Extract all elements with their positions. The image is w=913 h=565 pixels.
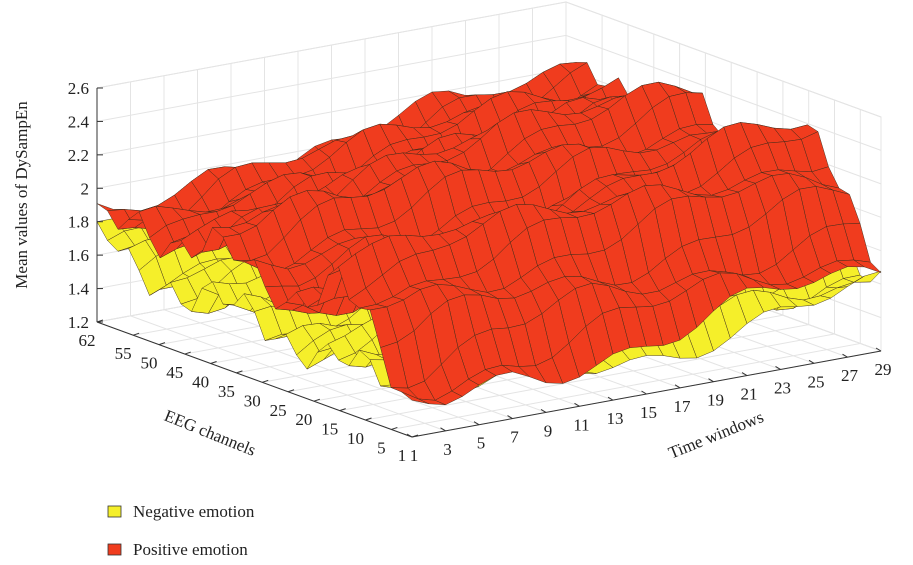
time-tick-label: 27 [841,366,859,385]
legend-label-negative: Negative emotion [133,502,255,521]
time-tick-label: 29 [875,360,892,379]
time-tick-label: 1 [410,446,419,465]
z-tick-label: 2.4 [68,112,90,131]
time-tick-mark [808,359,815,364]
time-tick-label: 7 [510,428,519,447]
time-tick-mark [440,427,446,432]
legend: Negative emotion Positive emotion [107,502,255,559]
channel-tick-label: 15 [321,420,338,439]
channel-tick-mark [339,408,346,412]
time-tick-mark [674,384,681,389]
z-tick-label: 1.4 [68,280,90,299]
time-tick-mark [641,390,647,395]
time-tick-mark [875,347,882,352]
surface-cell [401,391,429,405]
time-tick-label: 5 [477,434,486,453]
time-tick-mark [775,365,781,370]
channel-tick-mark [287,389,295,393]
time-tick-mark [741,372,748,377]
legend-swatch-negative [107,505,122,518]
time-tick-label: 21 [741,385,758,404]
channel-tick-label: 55 [115,344,132,363]
legend-label-positive: Positive emotion [133,540,248,559]
time-tick-label: 15 [640,403,657,422]
channel-tick-mark [184,351,191,355]
time-tick-label: 17 [674,397,692,416]
channel-tick-label: 40 [192,372,209,391]
time-tick-mark [708,378,714,383]
surface-plots [96,62,882,406]
channel-tick-mark [210,361,217,364]
time-tick-mark [507,415,513,420]
channel-tick-label: 20 [295,410,312,429]
channel-tick-label: 35 [218,382,235,401]
time-tick-mark [842,353,848,358]
y-axis-title: EEG channels [162,406,259,460]
z-tick-label: 2.2 [68,146,89,165]
channel-tick-mark [262,379,269,383]
channel-tick-mark [365,417,372,421]
time-tick-mark [540,408,547,413]
z-tick-label: 2.6 [68,79,89,98]
time-tick-label: 9 [544,421,553,440]
channel-tick-label: 50 [140,354,157,373]
channel-tick-mark [313,398,321,402]
channel-tick-mark [391,426,398,430]
channel-tick-label: 62 [79,331,96,350]
channel-tick-label: 5 [377,438,386,457]
channel-gridline-1 [391,109,861,430]
channel-tick-label: 10 [347,429,364,448]
channel-axis-line [96,321,413,438]
channel-tick-label: 25 [270,401,287,420]
time-tick-mark [406,433,413,438]
tick-labels: 1.21.41.61.822.22.42.61 3 5 7 9 11 13 15 17 19 21 2… [68,79,892,465]
axes-front-edges [96,87,882,438]
channel-tick-label: 30 [244,391,261,410]
time-tick-label: 23 [774,378,791,397]
z-tick-label: 2 [81,179,90,198]
time-tick-mark [607,396,614,401]
z-axis-title: Mean values of DySampEn [12,101,31,289]
channel-tick-label: 1 [398,446,407,465]
time-tick-mark [473,421,480,426]
time-tick-label: 11 [573,415,589,434]
z-tick-label: 1.2 [68,313,89,332]
channel-tick-mark [411,434,419,438]
channel-gridline-2 [365,100,835,421]
channel-tick-mark [158,342,166,346]
legend-swatch-positive [107,543,122,556]
time-tick-label: 13 [607,409,624,428]
channel-tick-mark [132,332,140,336]
z-tick-label: 1.6 [68,246,89,265]
channel-tick-label: 45 [166,363,183,382]
channel-tick-mark [96,319,104,323]
z-tick-label: 1.8 [68,213,89,232]
time-tick-label: 3 [443,440,452,459]
time-tick-label: 25 [808,372,825,391]
time-tick-label: 19 [707,391,724,410]
channel-tick-mark [236,370,243,374]
time-tick-mark [574,402,580,407]
surface-1 [96,62,882,406]
